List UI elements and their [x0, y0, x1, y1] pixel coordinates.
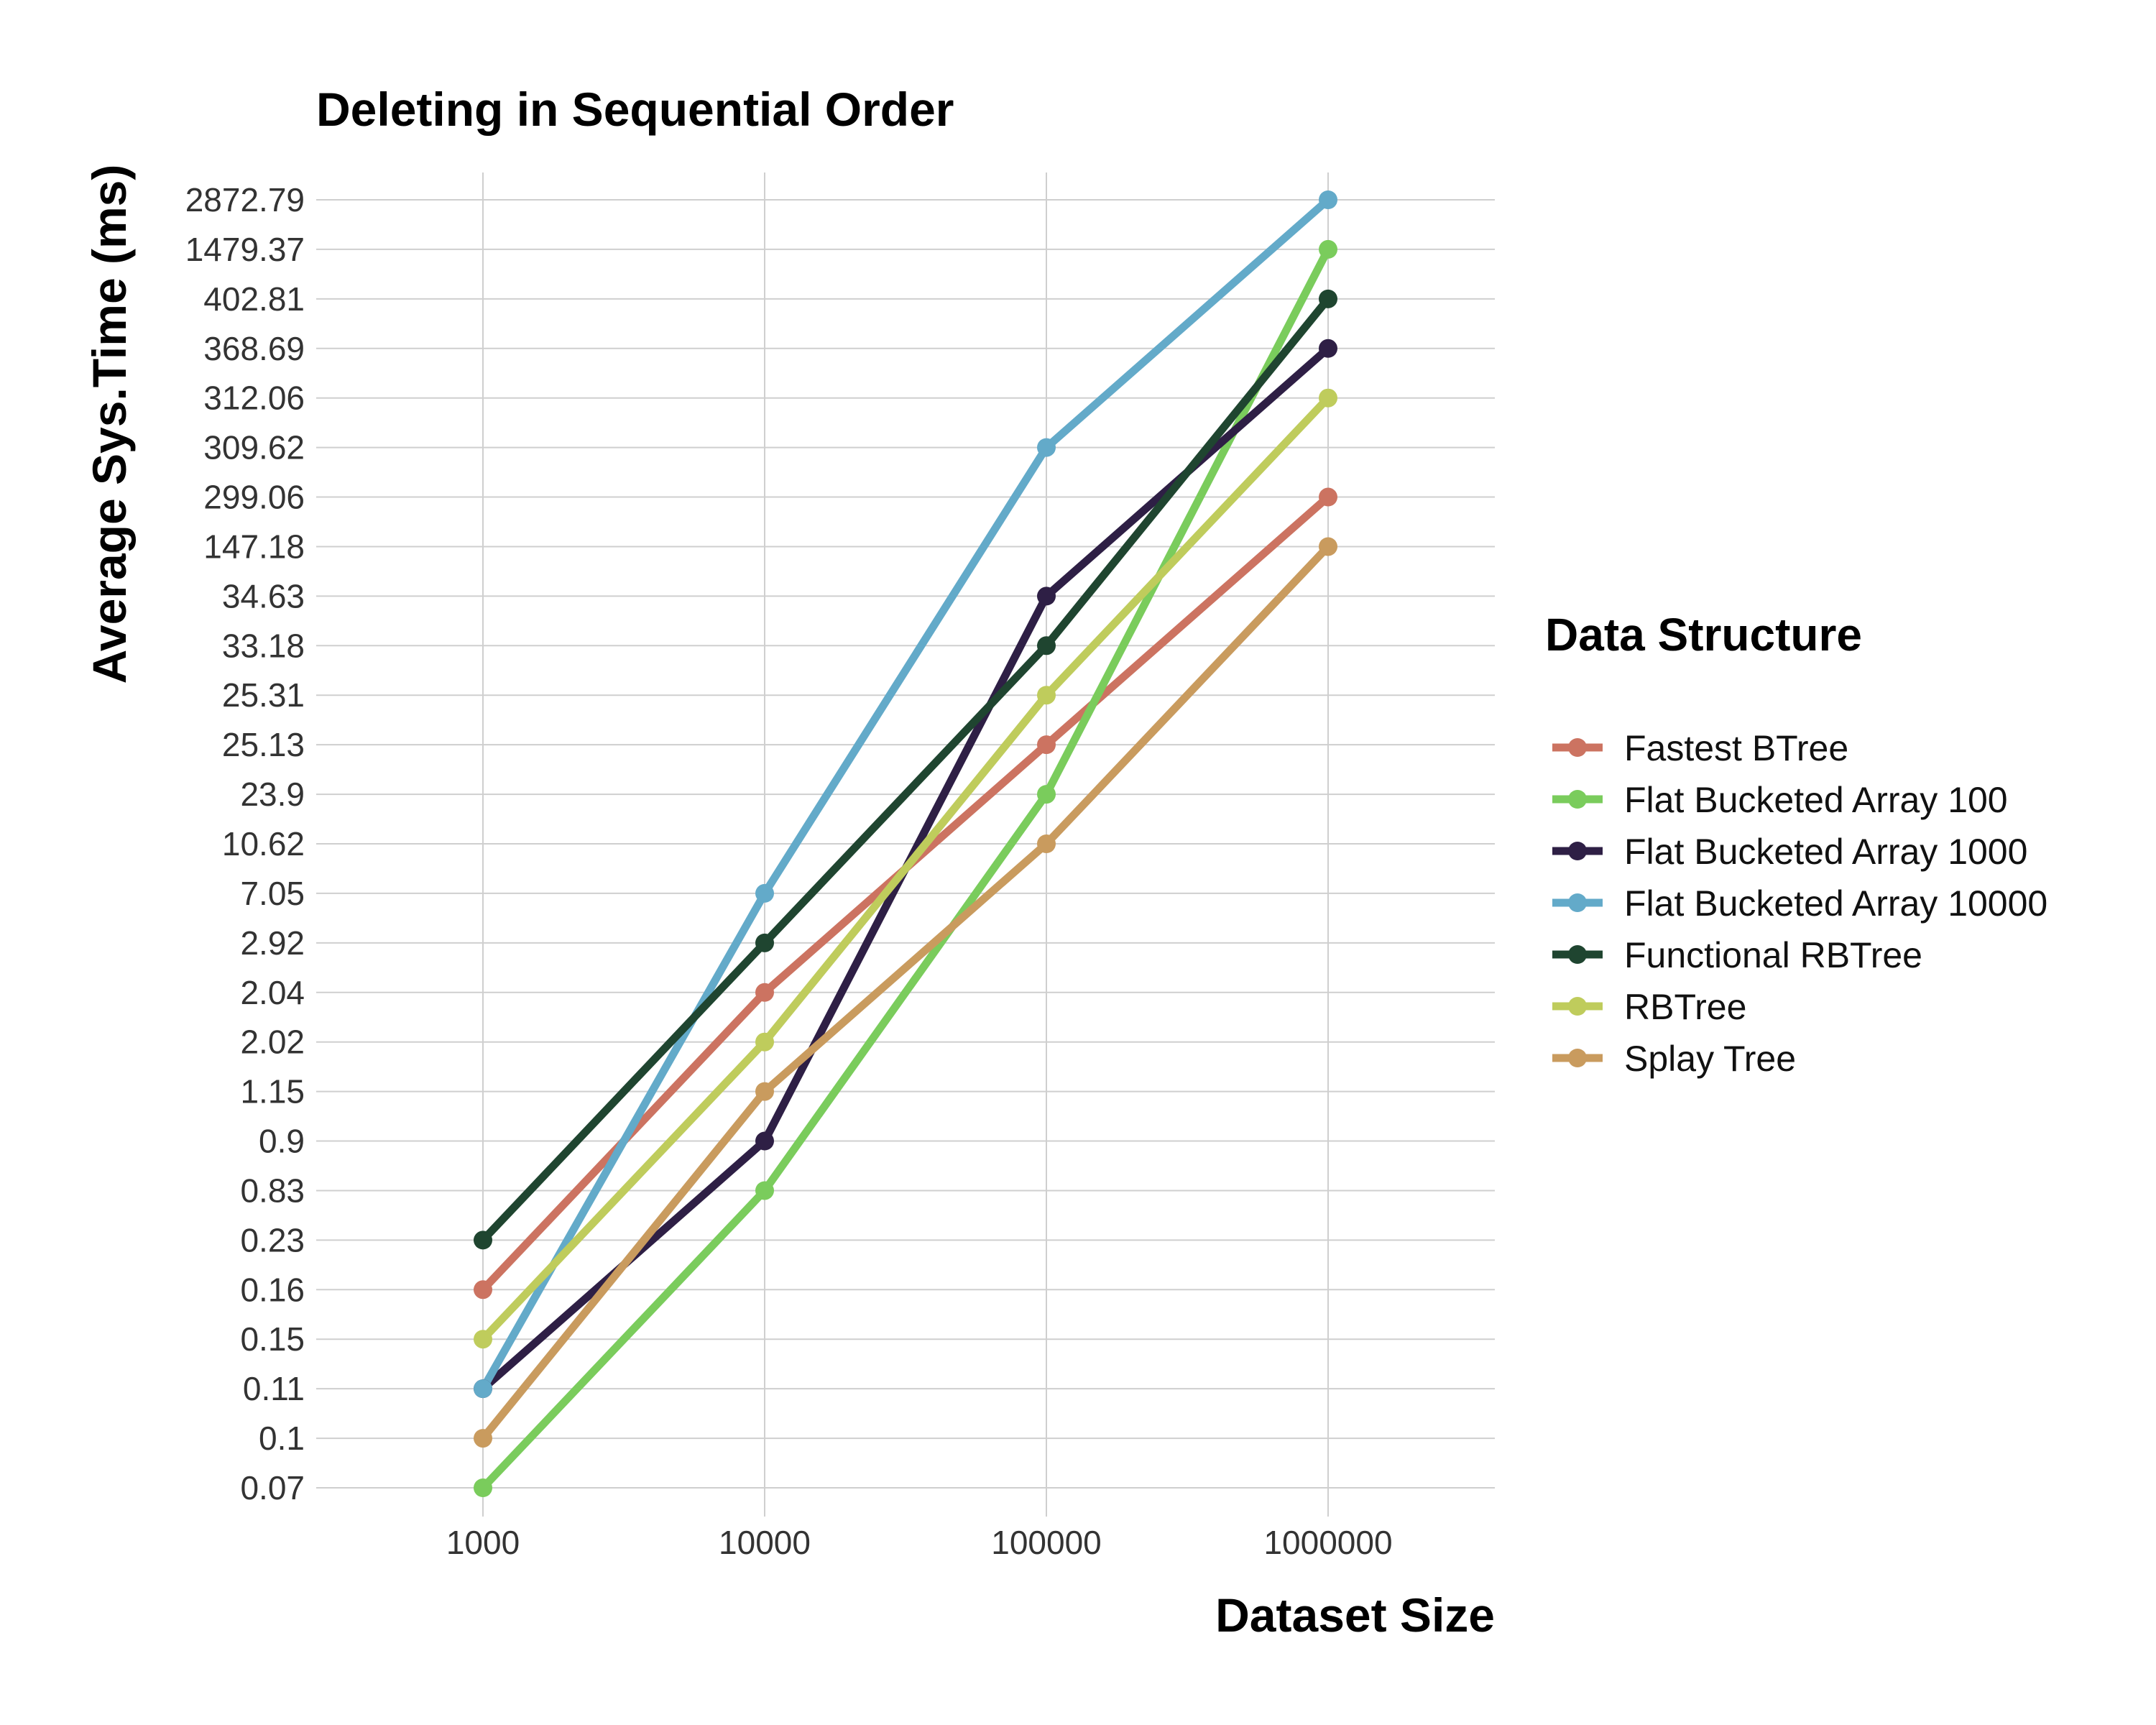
- series-line-flat-bucketed-array-100: [479, 245, 1332, 1492]
- legend-item-fastest-btree: Fastest BTree: [1552, 728, 1848, 768]
- y-tick-label: 0.23: [240, 1221, 305, 1259]
- y-axis-title: Average Sys.Time (ms): [83, 165, 136, 684]
- y-tick-label: 33.18: [222, 627, 305, 664]
- y-tick-label: 402.81: [203, 280, 305, 318]
- legend-swatch-point: [1568, 790, 1587, 809]
- y-tick-label: 1479.37: [185, 231, 305, 268]
- legend-swatch-point: [1568, 997, 1587, 1016]
- data-point-flat-bucketed-array-1000: [1037, 586, 1056, 606]
- data-point-splay-tree: [1037, 834, 1056, 853]
- y-tick-label: 0.07: [240, 1469, 305, 1506]
- y-tick-label: 10.62: [222, 825, 305, 862]
- series-line-flat-bucketed-array-10000: [479, 196, 1332, 1393]
- legend-swatch-point: [1568, 738, 1587, 757]
- y-tick-label: 2.04: [240, 974, 305, 1011]
- legend-swatch-point: [1568, 945, 1587, 964]
- y-tick-label: 34.63: [222, 577, 305, 615]
- y-axis-ticks: 0.07 0.1 0.11 0.15 0.16 0.23 0.83 0.9 1.15 2.02 2.…: [185, 181, 305, 1506]
- legend-label: RBTree: [1624, 987, 1746, 1027]
- legend-title: Data Structure: [1545, 609, 1862, 661]
- data-point-flat-bucketed-array-100: [755, 1181, 774, 1200]
- legend-label: Fastest BTree: [1624, 728, 1848, 768]
- data-point-flat-bucketed-array-10000: [1319, 190, 1337, 209]
- data-point-flat-bucketed-array-100: [1037, 785, 1056, 804]
- y-tick-label: 7.05: [240, 875, 305, 912]
- legend-swatch-point: [1568, 842, 1587, 860]
- y-tick-label: 299.06: [203, 479, 305, 516]
- y-tick-label: 23.9: [240, 776, 305, 813]
- series-line-rbtree: [479, 394, 1332, 1343]
- data-point-rbtree: [755, 1032, 774, 1052]
- data-point-functional-rbtree: [755, 933, 774, 952]
- legend-item-rbtree: RBTree: [1552, 987, 1746, 1027]
- data-point-fastest-btree: [474, 1280, 492, 1300]
- data-point-splay-tree: [755, 1082, 774, 1101]
- data-point-functional-rbtree: [474, 1230, 492, 1250]
- legend-items: Fastest BTree Flat Bucketed Array 100 Flat…: [1552, 728, 2047, 1079]
- chart-title: Deleting in Sequential Order: [316, 83, 954, 136]
- data-point-fastest-btree: [1319, 487, 1337, 507]
- x-tick-label: 1000: [446, 1524, 520, 1561]
- y-tick-label: 309.62: [203, 429, 305, 466]
- data-point-flat-bucketed-array-100: [1319, 239, 1337, 259]
- data-point-rbtree: [474, 1330, 492, 1349]
- y-tick-label: 1.15: [240, 1073, 305, 1110]
- series-line-splay-tree: [479, 542, 1332, 1443]
- series-lines: [479, 196, 1332, 1492]
- legend-item-functional-rbtree: Functional RBTree: [1552, 935, 1922, 975]
- y-tick-label: 2.02: [240, 1024, 305, 1061]
- data-point-flat-bucketed-array-1000: [1319, 339, 1337, 358]
- legend-swatch-point: [1568, 1049, 1587, 1067]
- legend-swatch-point: [1568, 893, 1587, 912]
- data-point-rbtree: [1319, 388, 1337, 408]
- data-point-flat-bucketed-array-10000: [755, 883, 774, 903]
- x-axis-ticks: 1000 10000 100000 1000000: [446, 1524, 1393, 1561]
- series-line-functional-rbtree: [479, 295, 1332, 1244]
- x-tick-label: 10000: [719, 1524, 811, 1561]
- legend-item-flat-bucketed-array-10000: Flat Bucketed Array 10000: [1552, 883, 2047, 924]
- y-tick-label: 0.9: [259, 1123, 305, 1160]
- legend-label: Flat Bucketed Array 10000: [1624, 883, 2047, 924]
- legend-label: Flat Bucketed Array 100: [1624, 780, 2008, 820]
- y-tick-label: 312.06: [203, 380, 305, 417]
- data-point-fastest-btree: [1037, 735, 1056, 755]
- data-point-flat-bucketed-array-1000: [755, 1131, 774, 1151]
- data-point-flat-bucketed-array-10000: [1037, 438, 1056, 457]
- series-points: [474, 190, 1337, 1497]
- y-tick-label: 25.31: [222, 676, 305, 714]
- data-point-rbtree: [1037, 686, 1056, 705]
- y-tick-label: 25.13: [222, 726, 305, 763]
- y-tick-label: 0.1: [259, 1420, 305, 1457]
- y-tick-label: 368.69: [203, 330, 305, 367]
- data-point-flat-bucketed-array-100: [474, 1478, 492, 1497]
- x-tick-label: 100000: [991, 1524, 1102, 1561]
- y-tick-label: 147.18: [203, 528, 305, 565]
- x-tick-label: 1000000: [1263, 1524, 1392, 1561]
- data-point-flat-bucketed-array-10000: [474, 1379, 492, 1399]
- legend-label: Splay Tree: [1624, 1039, 1796, 1079]
- y-tick-label: 0.11: [243, 1370, 305, 1407]
- data-point-functional-rbtree: [1319, 289, 1337, 308]
- grid: [316, 172, 1495, 1517]
- y-tick-label: 2.92: [240, 924, 305, 962]
- data-point-functional-rbtree: [1037, 636, 1056, 656]
- y-tick-label: 0.15: [240, 1320, 305, 1358]
- legend-label: Functional RBTree: [1624, 935, 1922, 975]
- data-point-splay-tree: [1319, 537, 1337, 556]
- x-axis-title: Dataset Size: [1215, 1588, 1495, 1642]
- data-point-fastest-btree: [755, 983, 774, 1002]
- legend-item-flat-bucketed-array-100: Flat Bucketed Array 100: [1552, 780, 2008, 820]
- legend: Data Structure Fastest BTree Flat Buckete…: [1545, 609, 2047, 1079]
- y-tick-label: 0.83: [240, 1172, 305, 1209]
- data-point-splay-tree: [474, 1429, 492, 1448]
- y-tick-label: 2872.79: [185, 181, 305, 218]
- y-tick-label: 0.16: [240, 1271, 305, 1308]
- legend-label: Flat Bucketed Array 1000: [1624, 832, 2027, 872]
- legend-item-splay-tree: Splay Tree: [1552, 1039, 1796, 1079]
- legend-item-flat-bucketed-array-1000: Flat Bucketed Array 1000: [1552, 832, 2027, 872]
